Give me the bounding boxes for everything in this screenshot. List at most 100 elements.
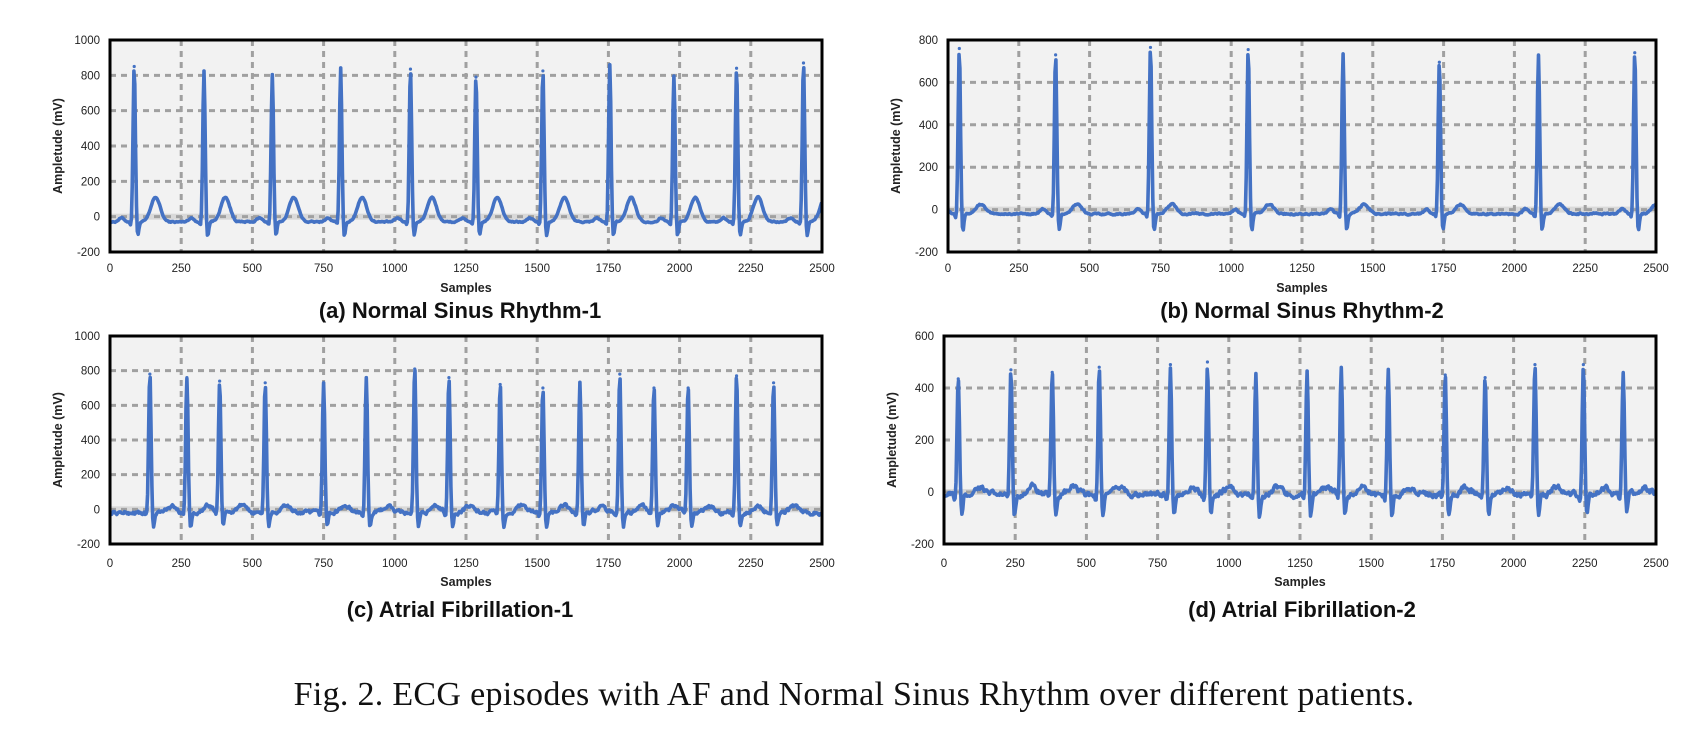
- panel-subcaption: (b) Normal Sinus Rhythm-2: [1160, 298, 1444, 323]
- y-tick-label: 400: [81, 141, 100, 153]
- x-axis-label: Samples: [440, 575, 491, 589]
- y-tick-label: 200: [81, 176, 100, 188]
- x-tick-label: 1750: [596, 263, 622, 275]
- y-tick-label: 600: [81, 400, 100, 412]
- r-peak-point-2: [185, 376, 189, 380]
- ecg-series-line: [942, 365, 1658, 519]
- x-tick-label: 1500: [1360, 263, 1386, 275]
- x-tick-label: 1000: [1216, 558, 1242, 570]
- x-tick-label: 1750: [1431, 263, 1457, 275]
- r-peak-point-15: [1621, 370, 1625, 374]
- x-tick-label: 1000: [382, 263, 408, 275]
- y-tick-label: 800: [81, 366, 100, 378]
- y-tick-label: 1000: [74, 35, 100, 47]
- panel-subcaption: (c) Atrial Fibrillation-1: [347, 597, 574, 622]
- x-tick-label: 2500: [1643, 558, 1669, 570]
- x-tick-label: 750: [314, 263, 333, 275]
- x-tick-label: 1750: [1430, 558, 1456, 570]
- r-peak-point-9: [498, 382, 502, 387]
- r-peak-point-6: [1205, 360, 1210, 364]
- r-peak-point-15: [734, 374, 739, 378]
- x-tick-label: 0: [945, 263, 951, 275]
- x-tick-label: 2000: [667, 263, 693, 275]
- r-peak-point-9: [1339, 365, 1343, 369]
- x-tick-label: 2250: [1572, 263, 1598, 275]
- r-peak-point-7: [413, 367, 417, 371]
- plot-frame: [946, 38, 1658, 254]
- x-tick-label: 1250: [1287, 558, 1313, 570]
- x-tick-label: 500: [243, 263, 262, 275]
- r-peak-point-6: [1437, 60, 1441, 64]
- r-peak-point-1: [148, 372, 152, 376]
- r-peak-point-6: [364, 376, 368, 380]
- x-tick-label: 500: [243, 558, 262, 570]
- r-peak-point-3: [1148, 45, 1153, 50]
- r-peak-point-2: [1009, 368, 1013, 372]
- x-tick-label: 0: [941, 558, 947, 570]
- r-peak-point-4: [339, 66, 343, 70]
- y-tick-label: 600: [81, 106, 100, 118]
- chart-panel-2: 0 250 500 750 1000 1250 1500 1750 2000 2250 2500-2…: [889, 35, 1669, 323]
- r-peak-point-8: [608, 63, 612, 67]
- x-tick-label: 2000: [1501, 558, 1527, 570]
- x-tick-label: 0: [107, 263, 113, 275]
- r-peak-point-9: [672, 74, 676, 78]
- y-tick-label: 0: [94, 212, 100, 224]
- r-peak-point-3: [1050, 370, 1054, 374]
- x-tick-label: 1750: [596, 558, 622, 570]
- y-tick-label: 0: [928, 487, 934, 499]
- y-tick-label: 200: [915, 435, 934, 447]
- r-peak-point-8: [1305, 369, 1309, 373]
- x-tick-label: 2000: [667, 558, 693, 570]
- x-tick-label: 250: [172, 263, 191, 275]
- r-peak-point-4: [263, 381, 267, 385]
- x-tick-label: 2500: [809, 558, 835, 570]
- x-tick-label: 2250: [738, 263, 764, 275]
- x-tick-label: 500: [1077, 558, 1096, 570]
- x-tick-label: 1000: [382, 558, 408, 570]
- x-tick-label: 750: [314, 558, 333, 570]
- r-peak-point-13: [652, 386, 656, 390]
- panel-subcaption: (d) Atrial Fibrillation-2: [1188, 597, 1416, 622]
- r-peak-point-7: [541, 69, 545, 73]
- r-peak-point-1: [956, 377, 960, 381]
- r-peak-point-14: [1581, 363, 1585, 367]
- r-peak-point-8: [1633, 51, 1637, 55]
- r-peak-point-13: [1533, 363, 1537, 367]
- x-tick-label: 2500: [1643, 263, 1669, 275]
- r-peak-point-16: [771, 381, 776, 385]
- y-tick-label: -200: [77, 539, 100, 551]
- r-peak-point-5: [1341, 52, 1345, 56]
- r-peak-point-14: [686, 386, 690, 390]
- panel-subcaption: (a) Normal Sinus Rhythm-1: [319, 298, 601, 323]
- x-axis-label: Samples: [440, 281, 491, 295]
- r-peak-point-11: [578, 381, 582, 385]
- r-peak-point-5: [1168, 363, 1173, 367]
- x-tick-label: 1000: [1218, 263, 1244, 275]
- r-peak-point-4: [1246, 47, 1250, 52]
- x-tick-label: 1500: [1358, 558, 1384, 570]
- y-tick-label: 600: [919, 77, 938, 89]
- r-peak-point-5: [408, 67, 413, 71]
- y-tick-label: 1000: [74, 331, 100, 343]
- r-peak-point-10: [1386, 368, 1390, 372]
- y-tick-label: 400: [915, 383, 934, 395]
- x-tick-label: 2250: [738, 558, 764, 570]
- r-peak-point-11: [1443, 373, 1447, 377]
- x-axis-label: Samples: [1274, 575, 1325, 589]
- plot-frame: [942, 334, 1658, 546]
- y-tick-label: 0: [932, 205, 938, 217]
- r-peak-point-3: [270, 72, 274, 77]
- ecg-series-line: [946, 50, 1657, 232]
- r-peak-point-1: [132, 64, 136, 69]
- x-tick-label: 1250: [1289, 263, 1315, 275]
- r-peak-point-6: [474, 75, 478, 79]
- x-tick-label: 1250: [453, 263, 479, 275]
- y-axis-label: Ampletude (mV): [51, 392, 65, 488]
- r-peak-point-11: [801, 61, 806, 65]
- r-peak-point-1: [957, 46, 961, 51]
- y-tick-label: -200: [915, 247, 938, 259]
- r-peak-point-10: [734, 66, 739, 70]
- chart-panel-1: 0 250 500 750 1000 1250 1500 1750 2000 2250 2500-2…: [51, 35, 835, 323]
- y-tick-label: 400: [81, 435, 100, 447]
